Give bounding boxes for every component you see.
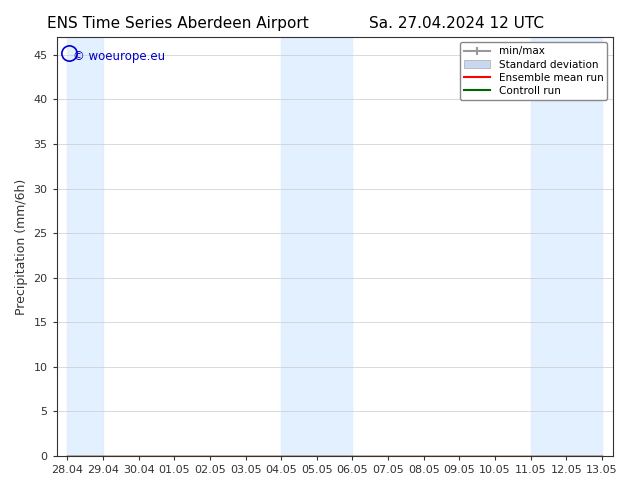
- Bar: [531, 37, 602, 456]
- Text: © woeurope.eu: © woeurope.eu: [74, 49, 165, 63]
- Bar: [67, 37, 103, 456]
- Y-axis label: Precipitation (mm/6h): Precipitation (mm/6h): [15, 178, 28, 315]
- Legend: min/max, Standard deviation, Ensemble mean run, Controll run: min/max, Standard deviation, Ensemble me…: [460, 42, 607, 100]
- Bar: [281, 37, 353, 456]
- Text: Sa. 27.04.2024 12 UTC: Sa. 27.04.2024 12 UTC: [369, 16, 544, 31]
- Text: ENS Time Series Aberdeen Airport: ENS Time Series Aberdeen Airport: [47, 16, 308, 31]
